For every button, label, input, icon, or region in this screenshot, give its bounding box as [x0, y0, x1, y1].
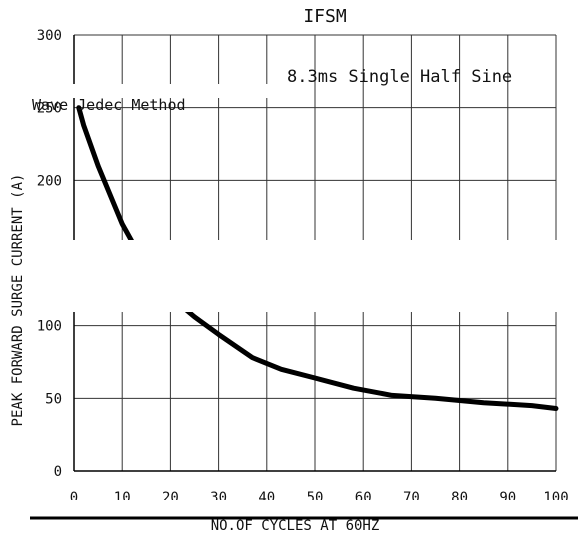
y-tick-label: 100 [37, 319, 62, 335]
annotation-line-1: 8.3ms Single Half Sine [287, 67, 512, 87]
y-tick-label: 0 [54, 464, 62, 480]
series-line [76, 105, 559, 411]
y-tick-label: 300 [37, 28, 62, 44]
y-tick-label: 50 [45, 391, 62, 407]
series-group [76, 105, 559, 411]
x-tick-label: 0 [70, 490, 78, 506]
x-axis-label: NO.OF CYCLES AT 60HZ [211, 518, 380, 534]
y-tick-label: 250 [37, 101, 62, 117]
y-axis-label: PEAK FORWARD SURGE CURRENT (A) [10, 174, 26, 427]
chart-title: IFSM [303, 6, 347, 27]
tear-overlay [0, 84, 582, 514]
y-tick-label: 200 [37, 173, 62, 189]
annotation-line-2: Wave Jedec Method [32, 96, 186, 114]
